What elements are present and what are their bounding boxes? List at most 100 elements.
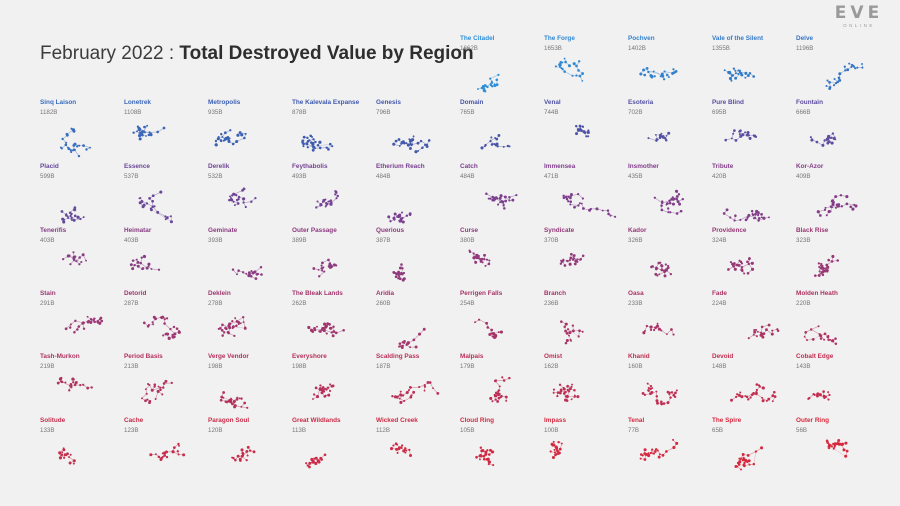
region-name: Outer Passage [292, 227, 337, 234]
region-name: The Bleak Lands [292, 290, 343, 297]
solar-systems [56, 376, 93, 392]
region-value: 1402B [628, 45, 646, 52]
jump-links [305, 454, 326, 468]
region-name: Cache [124, 417, 144, 424]
region-value: 1653B [544, 45, 562, 52]
region-name: Cobalt Edge [796, 353, 834, 360]
region-name: Vale of the Silent [712, 35, 764, 42]
page-title: February 2022 : Total Destroyed Value by… [40, 43, 474, 65]
region-map [307, 322, 345, 338]
region-name: Providence [712, 227, 747, 234]
solar-systems [315, 190, 340, 209]
region-map [149, 442, 186, 462]
region-map [485, 192, 518, 210]
region-name: Geminate [208, 227, 238, 234]
region-cell: Syndicate 370B [544, 227, 626, 289]
region-value: 160B [628, 363, 643, 370]
region-cell: Sinq Laison 1182B [40, 99, 122, 161]
region-cell: The Citadel 1662B [460, 35, 542, 97]
region-name: Tenal [628, 417, 645, 424]
region-cell: Outer Passage 389B [292, 227, 374, 289]
region-name: Deklein [208, 290, 231, 297]
region-value: 100B [544, 427, 559, 434]
region-value: 599B [40, 173, 55, 180]
region-cell: Branch 236B [544, 290, 626, 352]
region-map [809, 132, 837, 147]
solar-systems [552, 383, 580, 402]
solar-systems [217, 315, 247, 338]
region-name: Branch [544, 290, 567, 297]
region-cell: Malpais 179B [460, 353, 542, 415]
region-value: 254B [460, 300, 475, 307]
region-value: 224B [712, 300, 727, 307]
region-map [727, 257, 755, 275]
region-value: 393B [208, 237, 223, 244]
region-cell: The Bleak Lands 262B [292, 290, 374, 352]
region-value: 213B [124, 363, 139, 370]
region-value: 187B [376, 363, 391, 370]
region-cell: Geminate 393B [208, 227, 290, 289]
solar-systems [64, 315, 104, 334]
solar-systems [475, 446, 495, 467]
region-map [813, 254, 839, 277]
region-value: 148B [712, 363, 727, 370]
solar-systems [129, 254, 161, 271]
region-name: Kor-Azor [796, 163, 824, 170]
region-value: 326B [628, 237, 643, 244]
region-name: Tenerifis [40, 227, 67, 234]
region-value: 796B [376, 109, 391, 116]
region-name: Fountain [796, 99, 823, 106]
logo-sub-text: ONLINE [843, 23, 875, 28]
solar-systems [62, 251, 87, 266]
region-name: The Spire [712, 417, 742, 424]
solar-systems [562, 192, 617, 218]
region-value: 143B [796, 363, 811, 370]
solar-systems [485, 192, 518, 210]
region-value: 744B [544, 109, 559, 116]
solar-systems [389, 442, 413, 458]
region-map [825, 62, 864, 91]
region-cell: Kador 326B [628, 227, 710, 289]
region-cell: Genesis 796B [376, 99, 458, 161]
solar-systems [392, 263, 406, 282]
region-name: Period Basis [124, 353, 163, 360]
region-map [219, 391, 249, 409]
region-cell: Providence 324B [712, 227, 794, 289]
region-cell: Solitude 133B [40, 417, 122, 479]
region-cell: Black Rise 323B [796, 227, 878, 289]
region-name: Metropolis [208, 99, 241, 106]
region-name: Impass [544, 417, 567, 424]
region-cell: Verge Vendor 198B [208, 353, 290, 415]
region-name: Catch [460, 163, 478, 170]
solar-systems [724, 129, 758, 142]
region-map [722, 208, 770, 222]
region-value: 387B [376, 237, 391, 244]
logo-main-text: EVE [834, 3, 884, 23]
region-map [392, 263, 406, 282]
region-name: Insmother [628, 163, 659, 170]
region-map [816, 194, 858, 217]
solar-systems [730, 383, 777, 403]
region-cell: Essence 537B [124, 163, 206, 225]
region-name: Kador [628, 227, 647, 234]
jump-links [642, 383, 678, 405]
region-value: 765B [460, 109, 475, 116]
solar-systems [301, 134, 334, 152]
region-name: Black Rise [796, 227, 829, 234]
region-name: The Citadel [460, 35, 495, 42]
region-name: Curse [460, 227, 479, 234]
region-map [59, 127, 91, 158]
region-value: 123B [124, 427, 139, 434]
region-map [387, 211, 412, 224]
region-name: Lonetrek [124, 99, 151, 106]
solar-systems [219, 391, 249, 409]
region-value: 1182B [40, 109, 58, 116]
region-value: 198B [208, 363, 223, 370]
region-name: Essence [124, 163, 150, 170]
region-name: Derelik [208, 163, 230, 170]
region-value: 260B [376, 300, 391, 307]
region-map [730, 383, 777, 403]
region-map [647, 131, 671, 142]
region-name: Pure Blind [712, 99, 744, 106]
